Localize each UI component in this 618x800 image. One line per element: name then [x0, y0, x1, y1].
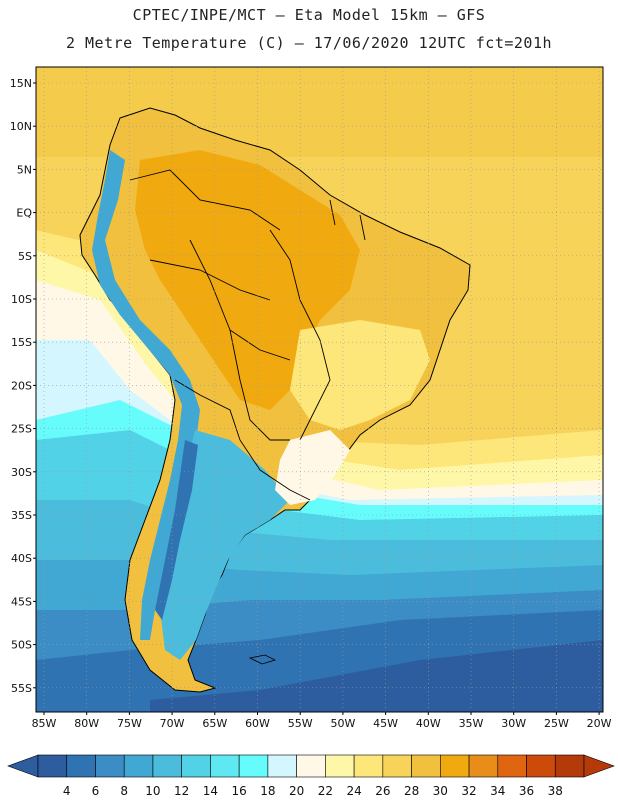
- map-subtitle: 2 Metre Temperature (C) – 17/06/2020 12U…: [65, 34, 553, 52]
- lon-label: 35W: [459, 717, 484, 730]
- lon-label: 45W: [373, 717, 398, 730]
- colorbar-swatch: [353, 754, 384, 778]
- colorbar-label: 28: [404, 784, 419, 798]
- lon-label: 65W: [202, 717, 227, 730]
- colorbar-label: 22: [318, 784, 333, 798]
- lon-label: 60W: [245, 717, 270, 730]
- lat-label: 25S: [11, 423, 32, 436]
- colorbar-right-arrow: [583, 754, 615, 778]
- colorbar-label: 8: [120, 784, 128, 798]
- latitude-labels: 15N 10N 5N EQ 5S 10S 15S 20S 25S 30S 35S 40S 45S 50S 5…: [10, 77, 36, 695]
- colorbar-label: 30: [433, 784, 448, 798]
- lon-label: 30W: [501, 717, 526, 730]
- colorbar-swatch: [37, 754, 68, 778]
- colorbar-swatch: [267, 754, 297, 778]
- map-frame: [35, 66, 604, 713]
- colorbar-swatch: [382, 754, 412, 778]
- colorbar-label: 34: [490, 784, 505, 798]
- lat-label: 50S: [11, 639, 32, 652]
- lat-label: 10N: [10, 120, 32, 133]
- lat-label: 10S: [11, 293, 32, 306]
- colorbar-label: 26: [375, 784, 390, 798]
- andes-snow-region: [155, 440, 198, 620]
- colorbar-swatch: [526, 754, 556, 778]
- colorbar-swatch: [296, 754, 326, 778]
- colorbar-label: 24: [346, 784, 361, 798]
- lat-label: EQ: [16, 207, 32, 220]
- lat-label: 40S: [11, 552, 32, 565]
- lon-label: 70W: [160, 717, 185, 730]
- longitude-labels: 85W 80W 75W 70W 65W 60W 55W 50W 45W 40W 35W 30W 25W 2…: [32, 712, 612, 730]
- lon-label: 75W: [117, 717, 142, 730]
- lon-label: 25W: [544, 717, 569, 730]
- colorbar-swatch: [497, 754, 527, 778]
- colorbar-label: 16: [232, 784, 247, 798]
- map-title: CPTEC/INPE/MCT – Eta Model 15km – GFS: [132, 6, 486, 24]
- colorbar-swatch: [325, 754, 355, 778]
- colorbar-swatch: [123, 754, 154, 778]
- lon-label: 85W: [32, 717, 57, 730]
- southeast-brazil-region: [290, 320, 430, 430]
- map-fields: [36, 67, 603, 712]
- colorbar-label: 18: [260, 784, 275, 798]
- lon-label: 80W: [74, 717, 99, 730]
- colorbar-swatch: [238, 754, 269, 778]
- lat-label: 20S: [11, 379, 32, 392]
- lon-label: 20W: [587, 717, 612, 730]
- andes-cold-strip: [92, 150, 200, 640]
- colorbar-label: 12: [174, 784, 189, 798]
- colorbar: [7, 754, 615, 778]
- lat-label: 45S: [11, 595, 32, 608]
- colorbar-swatch: [554, 754, 585, 778]
- colorbar-swatch: [152, 754, 182, 778]
- colorbar-swatch: [411, 754, 441, 778]
- colorbar-swatch: [95, 754, 125, 778]
- colorbar-label: 4: [63, 784, 71, 798]
- colorbar-swatch: [440, 754, 470, 778]
- lat-label: 35S: [11, 509, 32, 522]
- colorbar-labels: 4 6 8 10 12 14 16 18 20 22 24 26 28 30 32 34 36 38: [63, 784, 563, 798]
- colorbar-label: 20: [289, 784, 304, 798]
- ocean-6-band: [150, 640, 603, 712]
- falkland-islands: [248, 654, 277, 665]
- lat-label: 15S: [11, 336, 32, 349]
- colorbar-left-arrow: [7, 754, 39, 778]
- colorbar-label: 32: [461, 784, 476, 798]
- colorbar-swatch: [181, 754, 211, 778]
- colorbar-label: 36: [519, 784, 534, 798]
- colorbar-label: 14: [203, 784, 218, 798]
- lat-label: 15N: [10, 77, 32, 90]
- lon-label: 55W: [288, 717, 313, 730]
- south-brazil-cool-region: [275, 430, 350, 505]
- colorbar-swatch: [468, 754, 499, 778]
- lat-label: 5S: [18, 250, 32, 263]
- colorbar-swatch: [210, 754, 240, 778]
- lon-label: 40W: [416, 717, 441, 730]
- colorbar-label: 38: [548, 784, 563, 798]
- colorbar-label: 10: [145, 784, 160, 798]
- lat-label: 55S: [11, 682, 32, 695]
- lat-label: 30S: [11, 466, 32, 479]
- lat-label: 5N: [17, 163, 32, 176]
- graticule: [36, 67, 603, 712]
- lon-label: 50W: [330, 717, 355, 730]
- colorbar-swatch: [66, 754, 96, 778]
- colorbar-label: 6: [92, 784, 100, 798]
